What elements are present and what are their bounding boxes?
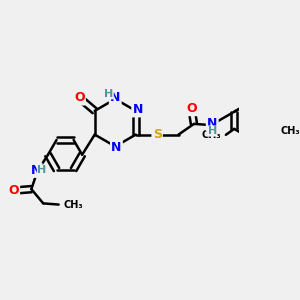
Text: O: O xyxy=(186,102,197,115)
Text: CH₃: CH₃ xyxy=(281,126,300,136)
Text: CH₃: CH₃ xyxy=(201,130,221,140)
Text: N: N xyxy=(110,91,121,104)
Text: N: N xyxy=(111,141,122,154)
Text: H: H xyxy=(38,165,47,175)
Text: N: N xyxy=(133,103,143,116)
Text: N: N xyxy=(31,164,41,177)
Text: O: O xyxy=(74,91,85,104)
Text: N: N xyxy=(207,117,217,130)
Text: S: S xyxy=(153,128,162,141)
Text: H: H xyxy=(208,126,217,136)
Text: CH₃: CH₃ xyxy=(64,200,83,210)
Text: O: O xyxy=(8,184,19,197)
Text: H: H xyxy=(104,89,113,99)
